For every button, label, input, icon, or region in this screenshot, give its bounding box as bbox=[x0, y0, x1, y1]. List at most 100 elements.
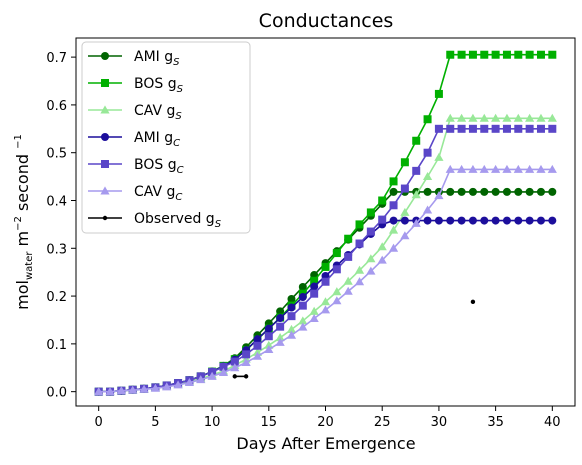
data-point bbox=[275, 337, 285, 346]
data-point bbox=[344, 234, 353, 243]
data-point bbox=[536, 124, 545, 133]
data-point bbox=[275, 333, 285, 342]
data-point bbox=[445, 113, 455, 122]
data-point bbox=[332, 296, 342, 305]
data-point bbox=[366, 227, 375, 236]
y-label-subscript: water bbox=[24, 251, 35, 280]
data-point bbox=[513, 113, 523, 122]
data-point bbox=[162, 382, 172, 391]
data-point bbox=[139, 384, 149, 393]
data-point bbox=[468, 124, 477, 133]
legend-marker bbox=[100, 105, 110, 114]
x-tick-label: 35 bbox=[487, 415, 504, 430]
y-tick-label: 0.3 bbox=[46, 242, 67, 257]
legend-entry: AMI gC bbox=[88, 130, 180, 149]
y-tick-label: 0.5 bbox=[46, 147, 67, 162]
y-label-sup1: −2 bbox=[13, 216, 24, 231]
x-tick-label: 5 bbox=[151, 415, 159, 430]
data-point bbox=[446, 50, 455, 59]
legend: AMI gS BOS gS CAV gS AMI gC BOS gC CAV gC Obse… bbox=[81, 41, 251, 234]
data-point bbox=[423, 187, 432, 196]
data-point bbox=[412, 166, 421, 175]
data-point bbox=[105, 387, 115, 396]
data-point bbox=[434, 216, 443, 225]
x-tick-label: 10 bbox=[204, 415, 221, 430]
legend-label: AMI gS bbox=[134, 49, 180, 68]
data-point bbox=[536, 216, 545, 225]
data-point bbox=[343, 286, 353, 295]
data-point bbox=[230, 357, 239, 366]
legend-label: CAV gC bbox=[134, 184, 182, 203]
data-point bbox=[377, 242, 387, 251]
data-point bbox=[480, 187, 489, 196]
data-point bbox=[479, 113, 489, 122]
series-observed bbox=[232, 299, 476, 379]
data-point bbox=[298, 316, 308, 325]
data-point bbox=[287, 312, 296, 321]
data-point bbox=[264, 324, 273, 333]
data-point bbox=[445, 164, 455, 173]
data-point bbox=[502, 187, 511, 196]
data-point bbox=[287, 294, 296, 303]
y-tick-label: 0.2 bbox=[46, 290, 67, 305]
data-point bbox=[513, 164, 523, 173]
data-point bbox=[173, 380, 183, 389]
data-point bbox=[536, 113, 546, 122]
series-layer bbox=[94, 50, 557, 396]
data-point bbox=[366, 266, 376, 275]
data-point bbox=[491, 113, 501, 122]
data-point bbox=[423, 148, 432, 157]
y-tick-label: 0.0 bbox=[46, 386, 67, 401]
observed-point bbox=[243, 374, 249, 379]
data-point bbox=[377, 255, 387, 264]
data-point bbox=[525, 113, 535, 122]
data-point bbox=[491, 216, 500, 225]
data-point bbox=[276, 314, 285, 323]
data-point bbox=[378, 215, 387, 224]
data-point bbox=[253, 341, 262, 350]
data-point bbox=[468, 216, 477, 225]
legend-entry: CAV gS bbox=[88, 103, 182, 122]
data-point bbox=[309, 313, 319, 322]
data-point bbox=[468, 50, 477, 59]
data-point bbox=[276, 307, 285, 316]
data-point bbox=[184, 377, 195, 387]
data-point bbox=[468, 113, 478, 122]
y-label-prefix: mol bbox=[13, 280, 32, 310]
data-point bbox=[253, 335, 262, 344]
data-point bbox=[457, 187, 466, 196]
data-point bbox=[514, 187, 523, 196]
data-point bbox=[434, 124, 443, 133]
data-point bbox=[287, 303, 296, 312]
data-point bbox=[514, 50, 523, 59]
data-point bbox=[252, 351, 263, 360]
data-point bbox=[502, 50, 511, 59]
data-point bbox=[536, 50, 545, 59]
data-point bbox=[547, 113, 557, 122]
x-tick-label: 40 bbox=[544, 415, 561, 430]
data-point bbox=[411, 190, 421, 199]
data-point bbox=[446, 124, 455, 133]
data-point bbox=[457, 216, 466, 225]
data-point bbox=[332, 265, 341, 274]
data-point bbox=[525, 216, 534, 225]
data-point bbox=[320, 297, 331, 306]
data-point bbox=[502, 124, 511, 133]
legend-box bbox=[81, 41, 251, 234]
y-label-mid2: second bbox=[13, 149, 32, 216]
observed-point bbox=[470, 299, 476, 305]
data-point bbox=[480, 124, 489, 133]
legend-label: BOS gC bbox=[134, 157, 184, 176]
data-point bbox=[343, 276, 353, 285]
data-point bbox=[94, 387, 104, 396]
data-point bbox=[321, 277, 330, 286]
legend-label: BOS gS bbox=[134, 76, 184, 95]
data-point bbox=[502, 216, 511, 225]
data-point bbox=[514, 124, 523, 133]
data-point bbox=[264, 345, 274, 354]
data-point bbox=[332, 249, 341, 258]
data-point bbox=[457, 124, 466, 133]
chart-title: Conductances bbox=[259, 10, 394, 32]
data-point bbox=[264, 340, 274, 349]
legend-marker bbox=[101, 79, 109, 87]
